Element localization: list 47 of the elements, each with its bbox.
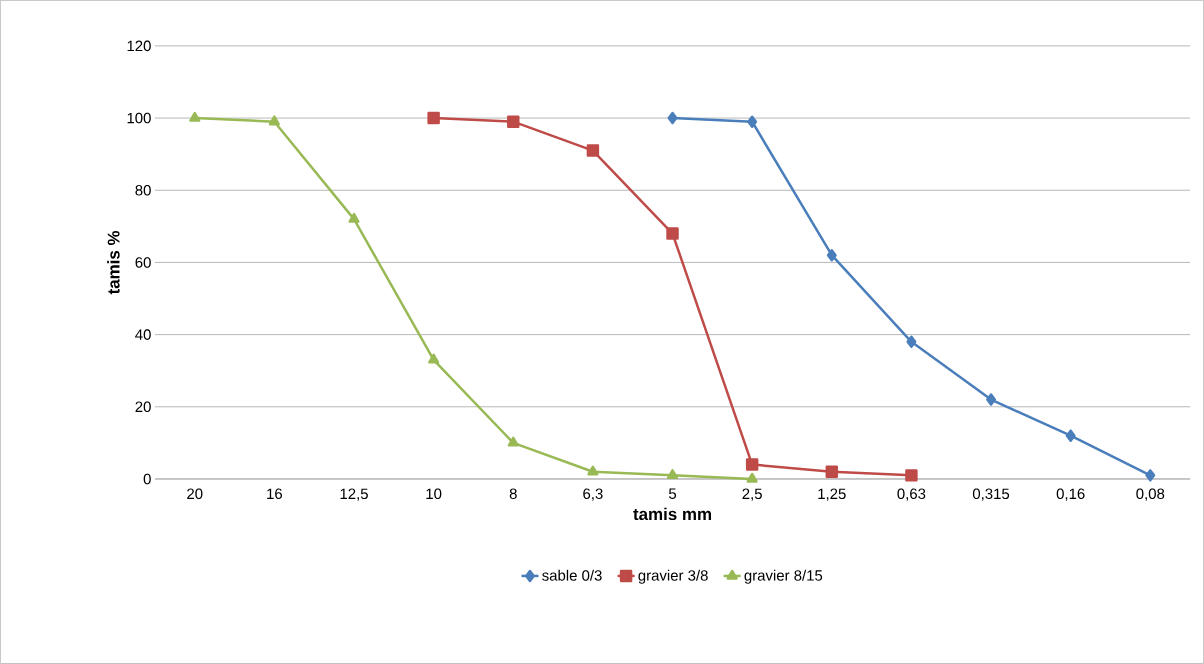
y-tick-label: 100 [127, 112, 151, 124]
point [1065, 429, 1076, 442]
y-tick-label: 0 [143, 473, 151, 485]
point [428, 353, 440, 364]
point [986, 393, 997, 406]
x-tick-label: 0,08 [1136, 488, 1165, 501]
x-tick-label: 0,63 [897, 488, 926, 501]
y-tick-label: 40 [135, 329, 151, 340]
point [825, 465, 839, 479]
point [906, 335, 917, 349]
point [348, 212, 360, 223]
point [666, 469, 679, 480]
y-tick-label: 80 [135, 185, 151, 196]
point [507, 115, 520, 128]
x-tick-label: 6,3 [583, 488, 603, 501]
x-tick-label: 5 [668, 488, 677, 499]
x-tick-label: 12,5 [340, 488, 368, 501]
legend-label: sable 0/3 [542, 569, 602, 581]
legend-label: gravier 3/8 [638, 569, 708, 584]
point [905, 469, 918, 482]
x-tick-label: 0,315 [972, 488, 1010, 501]
y-tick-label: 120 [127, 40, 151, 52]
point [826, 249, 837, 262]
x-tick-label: 0,16 [1056, 488, 1085, 501]
point [666, 227, 679, 240]
x-tick-label: 16 [267, 488, 283, 500]
y-tick-label: 20 [135, 401, 151, 413]
point [747, 115, 758, 128]
x-tick-label: 1,25 [818, 488, 846, 501]
x-axis-title: tamis mm [633, 507, 711, 521]
point [587, 465, 599, 476]
point [268, 115, 280, 126]
y-axis-title: tamis % [107, 230, 120, 295]
legend-label: gravier 8/15 [744, 569, 823, 584]
x-tick-label: 20 [187, 488, 203, 500]
x-tick-label: 2,5 [742, 488, 762, 501]
x-tick-label: 10 [426, 488, 442, 500]
y-tick-label: 60 [135, 257, 151, 268]
x-tick-label: 8 [509, 488, 517, 500]
point [745, 458, 759, 471]
point [746, 472, 758, 483]
point [189, 111, 201, 122]
point [586, 144, 600, 157]
point [507, 436, 519, 447]
point [1145, 469, 1156, 482]
point [427, 111, 440, 125]
point [667, 111, 678, 125]
